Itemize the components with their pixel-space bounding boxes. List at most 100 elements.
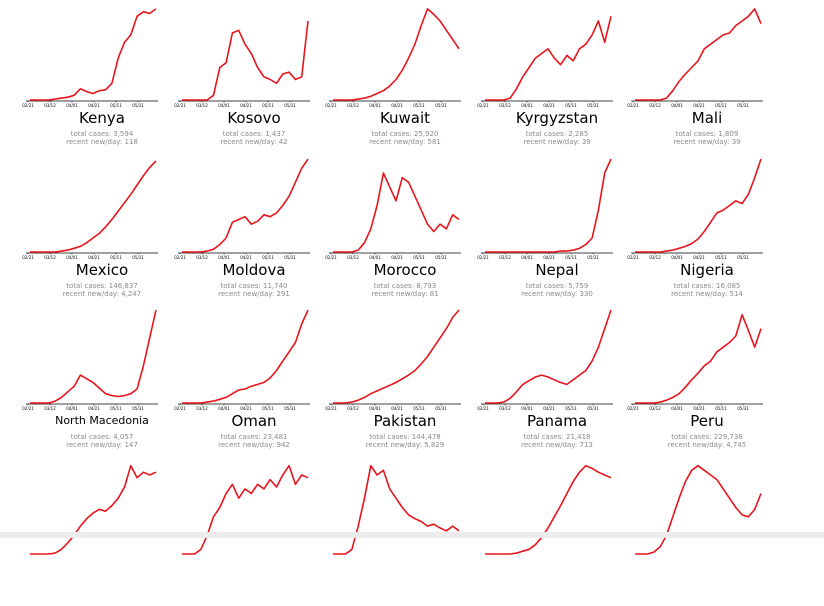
x-tick-label: 03/12 — [196, 406, 208, 411]
line-plot: 02/21 03/12 04/01 04/21 05/11 05/31 — [627, 313, 763, 411]
x-tick-label: 02/21 — [477, 406, 489, 411]
case-stats: total cases: 16,085 recent new/day: 514 — [631, 282, 783, 298]
line-plot — [635, 464, 762, 555]
total-cases-text: total cases: 16,085 — [673, 282, 741, 290]
x-tick-label: 04/21 — [391, 255, 403, 260]
country-title: Kenya — [79, 109, 125, 127]
x-tick-label: 04/21 — [391, 406, 403, 411]
x-tick-label: 04/01 — [671, 255, 683, 260]
x-tick-label: 04/21 — [240, 255, 252, 260]
x-tick-label: 04/21 — [693, 103, 705, 108]
x-tick-label: 03/12 — [44, 406, 56, 411]
country-chart-panel: 02/21 03/12 04/01 04/21 05/11 05/31 Mali total … — [627, 2, 783, 152]
horizontal-scrollbar-track[interactable] — [0, 532, 824, 538]
small-multiples-grid: 02/21 03/12 04/01 04/21 05/11 05/31 Kenya total… — [22, 2, 783, 555]
line-plot: 02/21 03/12 04/01 04/21 05/11 05/31 — [325, 309, 461, 411]
line-plot: 02/21 03/12 04/01 04/21 05/11 05/31 — [22, 160, 158, 260]
country-title: Mexico — [75, 261, 129, 279]
series-line — [485, 309, 612, 404]
total-cases-text: total cases: 21,418 — [523, 433, 591, 441]
x-tick-label: 05/31 — [435, 103, 447, 108]
x-tick-label: 02/21 — [627, 255, 639, 260]
x-tick-label: 05/11 — [110, 255, 122, 260]
total-cases-text: total cases: 3,594 — [70, 130, 134, 138]
series-line — [485, 158, 612, 253]
country-chart-panel — [631, 456, 783, 606]
x-tick-label: 02/21 — [477, 255, 489, 260]
country-title: Nigeria — [680, 261, 734, 279]
total-cases-text: total cases: 144,478 — [369, 433, 441, 441]
country-chart-panel: 02/21 03/12 04/01 04/21 05/11 05/31 North Mace… — [22, 305, 178, 455]
x-tick-label: 02/21 — [477, 103, 489, 108]
x-tick-label: 03/12 — [649, 406, 661, 411]
x-tick-label: 02/21 — [325, 255, 337, 260]
recent-new-per-day-text: recent new/day: 4,745 — [667, 441, 747, 449]
recent-new-per-day-text: recent new/day: 514 — [671, 290, 743, 298]
x-tick-label: 05/31 — [737, 406, 749, 411]
x-tick-label: 05/31 — [132, 406, 144, 411]
case-stats: total cases: 8,793 recent new/day: 81 — [329, 282, 481, 298]
x-tick-label: 05/31 — [132, 255, 144, 260]
x-tick-label: 05/31 — [737, 255, 749, 260]
country-chart-panel — [26, 456, 178, 606]
x-tick-label: 05/11 — [565, 103, 577, 108]
country-title: Moldova — [222, 261, 286, 279]
country-title: Kyrgyzstan — [515, 109, 599, 127]
x-tick-label: 02/21 — [22, 255, 34, 260]
series-line — [182, 464, 309, 555]
country-chart-panel: 02/21 03/12 04/01 04/21 05/11 05/31 Kosovo tota… — [174, 2, 330, 152]
country-chart-panel: 02/21 03/12 04/01 04/21 05/11 05/31 Nigeria tot… — [627, 154, 783, 304]
recent-new-per-day-text: recent new/day: 713 — [521, 441, 593, 449]
x-tick-label: 04/21 — [88, 103, 100, 108]
total-cases-text: total cases: 229,736 — [671, 433, 743, 441]
x-tick-label: 05/31 — [587, 255, 599, 260]
x-tick-label: 04/21 — [88, 406, 100, 411]
total-cases-text: total cases: 2,285 — [525, 130, 589, 138]
recent-new-per-day-text: recent new/day: 118 — [66, 138, 138, 146]
x-tick-label: 04/21 — [240, 103, 252, 108]
x-tick-label: 04/21 — [391, 103, 403, 108]
x-tick-label: 04/01 — [369, 406, 381, 411]
country-chart-panel: 02/21 03/12 04/01 04/21 05/11 05/31 Kenya total… — [22, 2, 178, 152]
x-tick-label: 03/12 — [499, 103, 511, 108]
case-stats: total cases: 229,736 recent new/day: 4,74… — [631, 433, 783, 449]
line-plot: 02/21 03/12 04/01 04/21 05/11 05/31 — [627, 158, 763, 260]
country-chart-panel: 02/21 03/12 04/01 04/21 05/11 05/31 Morocco tot… — [325, 154, 481, 304]
x-tick-label: 03/12 — [196, 255, 208, 260]
country-chart-panel: 02/21 03/12 04/01 04/21 05/11 05/31 Kuwait tota… — [325, 2, 481, 152]
x-tick-label: 04/01 — [218, 406, 230, 411]
x-tick-label: 04/01 — [369, 103, 381, 108]
line-plot: 02/21 03/12 04/01 04/21 05/11 05/31 — [22, 8, 158, 108]
x-tick-label: 05/11 — [262, 255, 274, 260]
x-tick-label: 05/11 — [565, 255, 577, 260]
total-cases-text: total cases: 5,759 — [525, 282, 589, 290]
recent-new-per-day-text: recent new/day: 81 — [371, 290, 439, 298]
x-tick-label: 03/12 — [347, 406, 359, 411]
case-stats: total cases: 1,809 recent new/day: 39 — [631, 130, 783, 146]
x-tick-label: 05/31 — [284, 406, 296, 411]
series-line — [635, 158, 762, 253]
country-chart-panel: 02/21 03/12 04/01 04/21 05/11 05/31 Kyrgyzstan… — [477, 2, 633, 152]
country-chart-panel: 02/21 03/12 04/01 04/21 05/11 05/31 Mexico tota… — [22, 154, 178, 304]
x-tick-label: 05/11 — [413, 255, 425, 260]
country-title: Mali — [691, 109, 723, 127]
x-tick-label: 02/21 — [325, 406, 337, 411]
x-tick-label: 03/12 — [649, 255, 661, 260]
x-tick-label: 03/12 — [44, 103, 56, 108]
total-cases-text: total cases: 146,837 — [66, 282, 138, 290]
country-chart-panel — [178, 456, 330, 606]
line-plot — [30, 464, 157, 555]
x-tick-label: 04/01 — [521, 103, 533, 108]
x-tick-label: 04/21 — [543, 103, 555, 108]
x-tick-label: 02/21 — [22, 103, 34, 108]
case-stats: total cases: 21,418 recent new/day: 713 — [481, 433, 633, 449]
x-tick-label: 04/01 — [66, 255, 78, 260]
country-title: Nepal — [535, 261, 579, 279]
case-stats: total cases: 5,759 recent new/day: 330 — [481, 282, 633, 298]
x-tick-label: 03/12 — [44, 255, 56, 260]
series-line — [333, 309, 460, 404]
total-cases-text: total cases: 23,481 — [220, 433, 288, 441]
country-chart-panel — [481, 456, 633, 606]
recent-new-per-day-text: recent new/day: 42 — [220, 138, 288, 146]
line-plot: 02/21 03/12 04/01 04/21 05/11 05/31 — [174, 20, 310, 108]
